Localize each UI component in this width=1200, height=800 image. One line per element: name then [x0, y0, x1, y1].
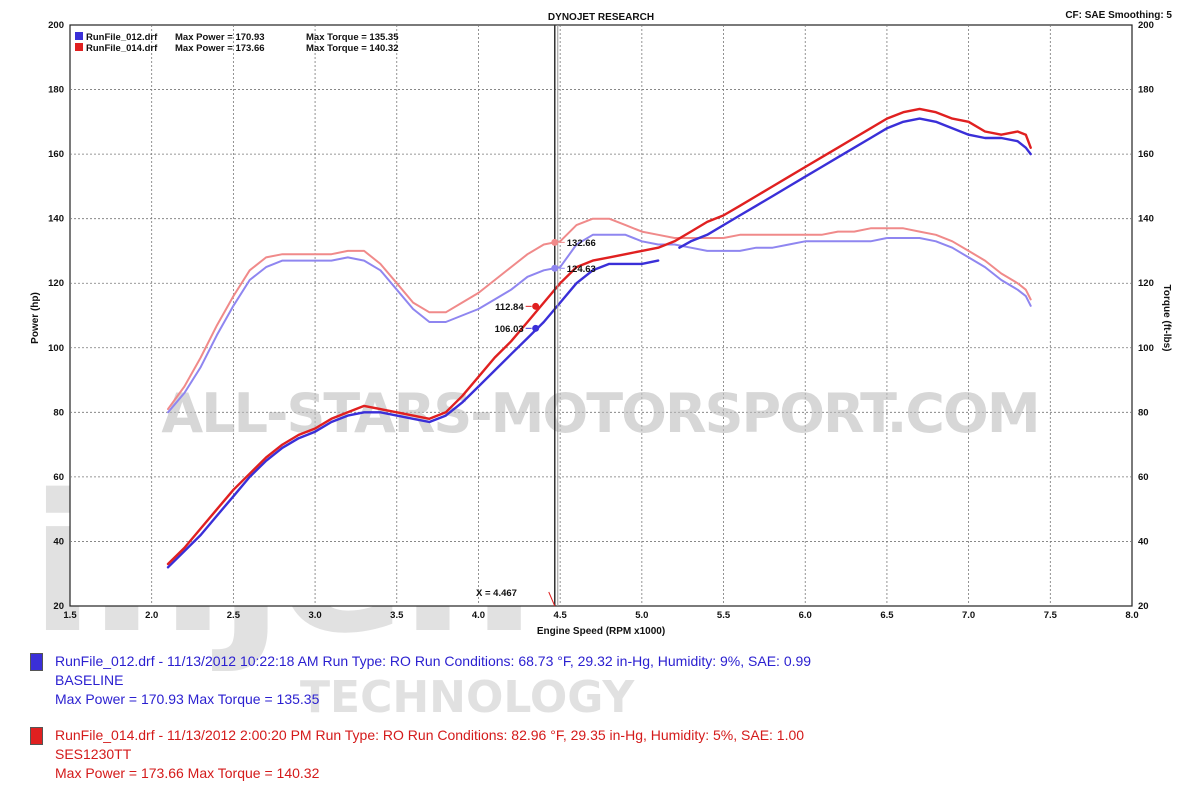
x-tick-label: 8.0	[1125, 610, 1138, 621]
y-tick-label-left: 180	[48, 85, 64, 96]
top-legend-file-2: RunFile_014.drf	[86, 43, 158, 54]
top-legend-file-1: RunFile_012.drf	[86, 32, 158, 43]
y-tick-label-left: 160	[48, 149, 64, 160]
annotation-label: 124.63	[567, 264, 596, 275]
watermark-site: ALL-STARS-MOTORSPORT.COM	[161, 382, 1038, 445]
y-tick-label-left: 120	[48, 278, 64, 289]
y-tick-label-left: 100	[48, 343, 64, 354]
y-tick-label-right: 60	[1138, 472, 1149, 483]
y-tick-label-left: 200	[48, 20, 64, 31]
series-lines	[166, 107, 1032, 569]
bottom-legend-run-1: RunFile_012.drf - 11/13/2012 10:22:18 AM…	[30, 652, 811, 709]
top-legend: RunFile_012.drf Max Power = 170.93 Max T…	[75, 32, 399, 54]
y-tick-label-right: 140	[1138, 214, 1154, 225]
y-axis-label-left: Power (hp)	[30, 292, 41, 344]
x-axis-label: Engine Speed (RPM x1000)	[537, 626, 665, 637]
legend-swatch-blue	[30, 652, 43, 671]
annotation-marker	[551, 238, 559, 246]
top-legend-torque-2: Max Torque = 140.32	[306, 43, 399, 54]
y-tick-label-right: 80	[1138, 407, 1149, 418]
x-tick-label: 2.0	[145, 610, 158, 621]
y-tick-label-right: 180	[1138, 85, 1154, 96]
y-tick-label-left: 40	[53, 536, 64, 547]
annotation-label: 112.84	[495, 302, 524, 313]
series-line-torque-run-014	[167, 217, 1032, 411]
legend-run-1-line3: Max Power = 170.93 Max Torque = 135.35	[55, 691, 320, 707]
top-legend-torque-1: Max Torque = 135.35	[306, 32, 399, 43]
y-tick-label-right: 20	[1138, 601, 1149, 612]
x-tick-label: 7.5	[1044, 610, 1058, 621]
y-tick-labels-right: 20 40 60 80 100 120 140 160 180 200	[1138, 20, 1154, 612]
x-tick-label: 1.5	[63, 610, 77, 621]
cursor-label: X = 4.467	[476, 588, 517, 599]
bottom-legend-run-2: RunFile_014.drf - 11/13/2012 2:00:20 PM …	[30, 726, 804, 783]
x-tick-label: 5.0	[635, 610, 648, 621]
top-legend-power-2: Max Power = 173.66	[175, 43, 265, 54]
cursor-pointer	[548, 591, 556, 607]
x-tick-label: 5.5	[717, 610, 731, 621]
x-tick-label: 2.5	[227, 610, 241, 621]
x-tick-label: 4.5	[554, 610, 568, 621]
x-tick-labels: 1.5 2.0 2.5 3.0 3.5 4.0 4.5 5.0 5.5 6.0 6.5 7.0 7.5 8…	[63, 610, 1138, 621]
x-tick-label: 6.0	[799, 610, 812, 621]
y-tick-label-right: 120	[1138, 278, 1154, 289]
x-tick-label: 7.0	[962, 610, 975, 621]
legend-run-2-line1: RunFile_014.drf - 11/13/2012 2:00:20 PM …	[55, 727, 805, 743]
annotation-label: 132.66	[567, 238, 596, 249]
dyno-chart: 1.5 2.0 2.5 3.0 3.5 4.0 4.5 5.0 5.5 6.0 6.5 7.0 7.5 8…	[30, 10, 1172, 637]
y-tick-label-left: 140	[48, 214, 64, 225]
legend-run-1-line1: RunFile_012.drf - 11/13/2012 10:22:18 AM…	[55, 653, 812, 669]
y-axis-label-right: Torque (ft-lbs)	[1161, 284, 1172, 351]
chart-title: DYNOJET RESEARCH	[548, 12, 654, 23]
plot-area	[69, 24, 1133, 607]
legend-run-2-line3: Max Power = 173.66 Max Torque = 140.32	[55, 765, 320, 781]
annotation-marker	[532, 324, 540, 332]
top-legend-swatch-1	[75, 32, 83, 40]
y-tick-label-right: 100	[1138, 343, 1154, 354]
series-line-torque-run-012	[167, 233, 1032, 414]
y-tick-label-right: 200	[1138, 20, 1154, 31]
legend-swatch-red	[30, 726, 43, 745]
x-tick-label: 4.0	[472, 610, 485, 621]
y-tick-labels-left: 20 40 60 80 100 120 140 160 180 200	[48, 20, 64, 612]
annotations: 132.66 124.63 112.84 106.03	[495, 238, 596, 607]
y-tick-label-right: 40	[1138, 536, 1149, 547]
annotation-marker	[532, 302, 540, 310]
legend-run-1-line2: BASELINE	[55, 672, 124, 688]
x-tick-label: 3.5	[390, 610, 404, 621]
y-tick-label-left: 60	[53, 472, 64, 483]
x-tick-label: 3.0	[308, 610, 321, 621]
annotation-marker	[551, 264, 559, 272]
x-tick-label: 6.5	[880, 610, 894, 621]
y-tick-label-right: 160	[1138, 149, 1154, 160]
legend-run-2-line2: SES1230TT	[55, 746, 132, 762]
series-line-power-run-012	[166, 117, 1032, 569]
top-legend-swatch-2	[75, 43, 83, 51]
corner-info: CF: SAE Smoothing: 5	[1065, 10, 1172, 21]
series-line-power-run-014	[166, 107, 1032, 566]
y-tick-label-left: 80	[53, 407, 64, 418]
top-legend-power-1: Max Power = 170.93	[175, 32, 265, 43]
annotation-label: 106.03	[495, 324, 524, 335]
y-tick-label-left: 20	[53, 601, 64, 612]
